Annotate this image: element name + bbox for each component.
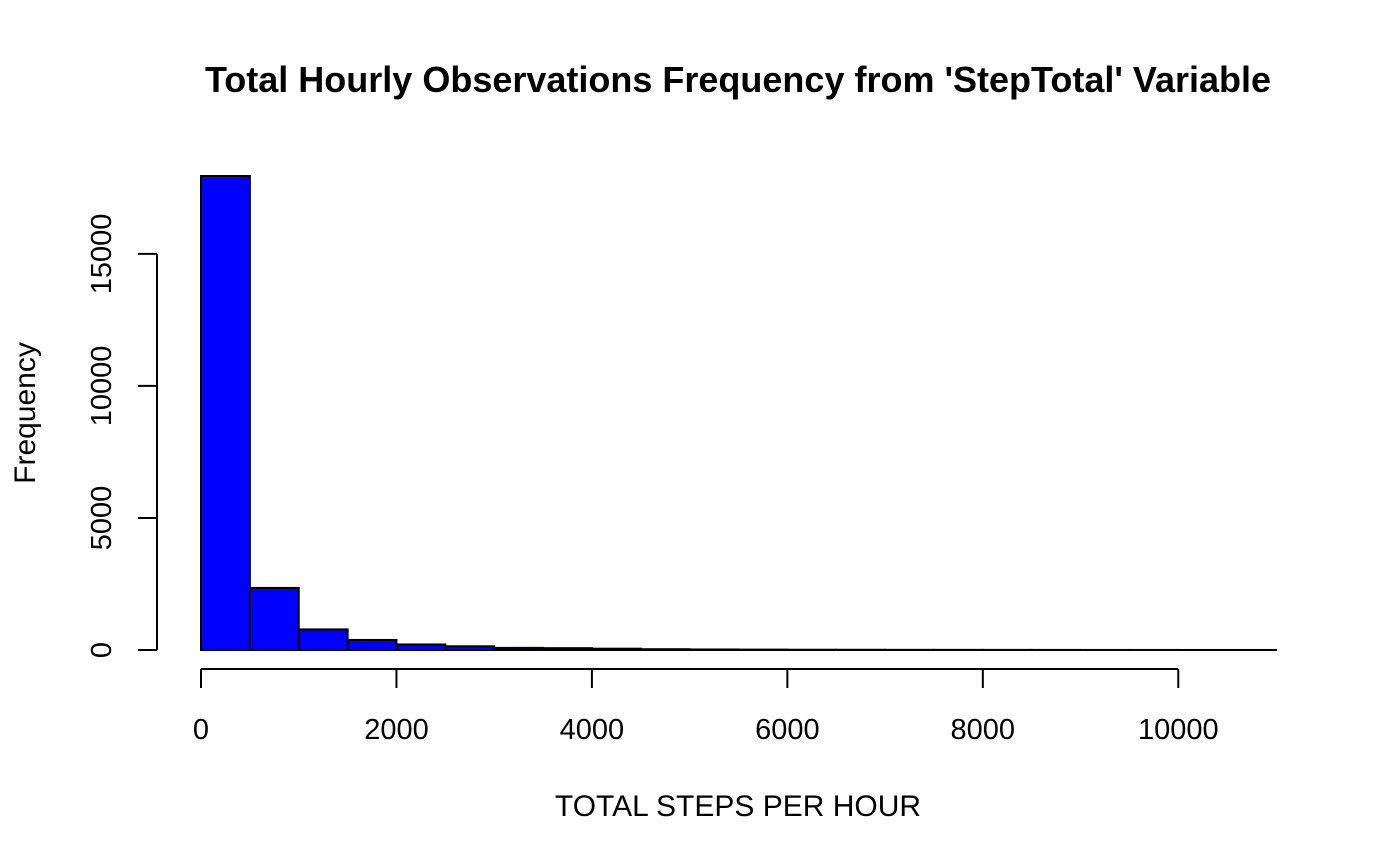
y-tick-label: 15000 bbox=[86, 214, 118, 295]
x-tick-label: 0 bbox=[193, 714, 209, 746]
histogram-bar bbox=[248, 586, 300, 651]
x-axis-ticks: 0 2000 4000 6000 8000 10000 bbox=[193, 669, 1219, 746]
histogram-bar bbox=[639, 648, 691, 652]
histogram-bar bbox=[542, 647, 593, 652]
x-tick-label: 8000 bbox=[951, 714, 1016, 746]
histogram-bar bbox=[346, 638, 398, 651]
bars-group bbox=[200, 175, 1277, 652]
y-axis-ticks: 0 5000 10000 15000 bbox=[86, 214, 157, 658]
histogram-bar bbox=[688, 648, 740, 651]
x-tick-label: 2000 bbox=[364, 714, 429, 746]
histogram-bar bbox=[590, 647, 642, 652]
histogram-bar bbox=[395, 643, 447, 651]
y-tick-label: 10000 bbox=[86, 346, 118, 427]
x-tick-label: 10000 bbox=[1138, 714, 1219, 746]
x-axis-label: TOTAL STEPS PER HOUR bbox=[555, 790, 921, 823]
histogram-bar bbox=[200, 175, 251, 651]
chart-title: Total Hourly Observations Frequency from… bbox=[205, 59, 1271, 100]
x-tick-label: 4000 bbox=[560, 714, 625, 746]
histogram-bar bbox=[297, 628, 349, 651]
y-tick-label: 0 bbox=[86, 642, 118, 658]
x-tick-label: 6000 bbox=[755, 714, 820, 746]
histogram-bar bbox=[444, 645, 496, 651]
histogram-bar bbox=[493, 646, 545, 651]
y-tick-label: 5000 bbox=[86, 486, 118, 551]
y-axis-label: Frequency bbox=[9, 342, 42, 484]
